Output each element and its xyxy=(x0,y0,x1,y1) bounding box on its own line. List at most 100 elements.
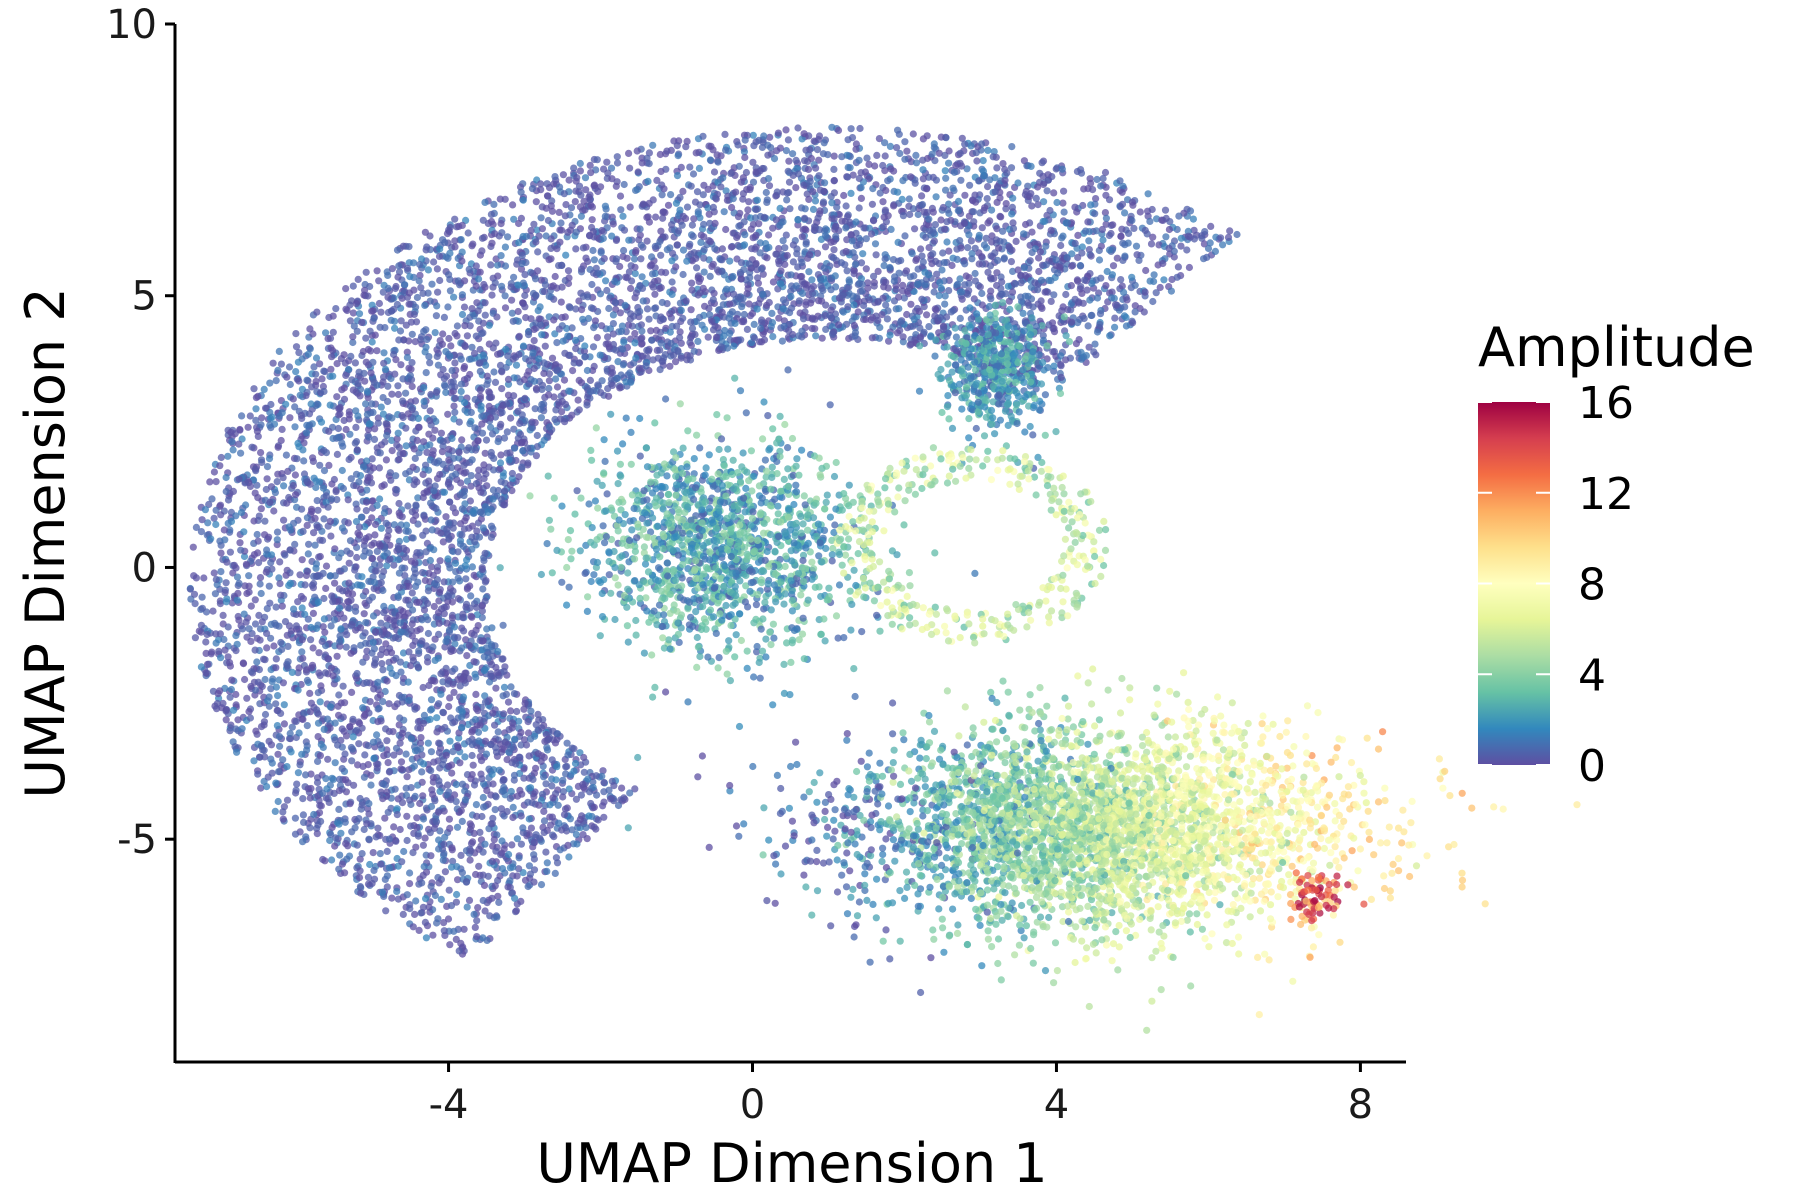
data-point xyxy=(1129,319,1137,327)
data-point xyxy=(894,238,902,246)
data-point xyxy=(695,164,704,172)
data-point xyxy=(631,270,639,278)
data-point xyxy=(487,414,495,422)
data-point xyxy=(356,867,364,875)
data-point xyxy=(473,812,481,820)
data-point xyxy=(517,741,525,749)
data-point xyxy=(406,869,414,877)
data-point xyxy=(929,208,937,216)
data-point xyxy=(1091,340,1099,348)
data-point xyxy=(426,359,434,367)
data-point xyxy=(458,221,466,229)
data-point xyxy=(686,163,694,171)
data-point xyxy=(350,644,358,652)
data-point xyxy=(353,446,361,454)
data-point xyxy=(498,408,506,416)
data-point xyxy=(210,569,218,577)
data-point xyxy=(317,682,325,690)
data-point xyxy=(317,418,326,426)
data-point xyxy=(1160,276,1168,284)
data-point xyxy=(740,310,748,319)
data-point xyxy=(765,182,774,190)
data-point xyxy=(260,746,268,754)
data-point xyxy=(200,574,208,582)
data-point xyxy=(508,841,516,849)
data-point xyxy=(398,564,406,572)
data-point xyxy=(565,274,573,282)
data-point xyxy=(840,191,848,200)
data-point xyxy=(961,260,969,268)
data-point xyxy=(518,251,526,259)
data-point xyxy=(586,788,594,796)
data-point xyxy=(905,202,913,210)
data-point xyxy=(396,825,404,834)
data-point xyxy=(598,377,606,385)
data-point xyxy=(335,805,343,814)
data-point xyxy=(1084,322,1092,330)
data-point xyxy=(515,473,523,481)
data-point xyxy=(705,304,713,313)
data-point xyxy=(349,715,357,723)
data-point xyxy=(668,257,676,265)
data-point xyxy=(598,226,606,235)
data-point xyxy=(978,289,986,298)
data-point xyxy=(344,604,352,612)
data-point xyxy=(458,505,466,513)
data-point xyxy=(464,229,472,237)
data-point xyxy=(611,298,619,307)
data-point xyxy=(1088,311,1096,319)
data-point xyxy=(406,880,414,888)
data-point xyxy=(340,384,348,392)
data-point xyxy=(509,813,517,822)
data-point xyxy=(216,597,224,605)
data-point xyxy=(479,793,487,802)
data-point xyxy=(1004,282,1012,290)
data-point xyxy=(278,645,286,654)
data-point xyxy=(1219,241,1227,249)
data-point xyxy=(412,843,420,851)
data-point xyxy=(637,321,646,329)
data-point xyxy=(494,350,502,358)
data-point xyxy=(458,257,466,265)
data-point xyxy=(879,198,887,206)
data-point xyxy=(1050,189,1058,197)
data-point xyxy=(374,414,382,422)
data-point xyxy=(367,781,375,789)
data-point xyxy=(711,219,719,227)
data-point xyxy=(584,775,592,783)
data-point xyxy=(879,294,887,302)
data-point xyxy=(1022,220,1030,229)
data-point xyxy=(589,246,597,255)
data-point xyxy=(430,758,438,766)
data-point xyxy=(572,245,580,253)
data-point xyxy=(448,761,456,769)
data-point xyxy=(970,295,978,303)
data-point xyxy=(658,298,666,307)
data-point xyxy=(614,801,623,810)
data-point xyxy=(440,919,448,927)
data-point xyxy=(722,225,730,234)
data-point xyxy=(458,644,466,652)
data-point xyxy=(1074,231,1082,239)
data-point xyxy=(413,598,421,606)
data-point xyxy=(469,240,477,248)
data-point xyxy=(378,660,386,668)
data-point xyxy=(222,707,230,715)
data-point xyxy=(422,343,430,351)
data-point xyxy=(279,756,287,764)
data-point xyxy=(548,756,556,764)
data-point xyxy=(231,430,239,438)
data-point xyxy=(941,167,949,175)
data-point xyxy=(1080,185,1088,193)
data-point xyxy=(299,527,307,536)
data-point xyxy=(971,269,979,278)
data-point xyxy=(765,231,773,239)
data-point xyxy=(1000,254,1009,262)
data-point xyxy=(535,716,543,724)
data-point xyxy=(242,560,250,568)
data-point xyxy=(894,188,902,196)
data-point xyxy=(631,339,639,347)
data-point xyxy=(534,307,542,315)
data-point xyxy=(330,475,338,484)
data-point xyxy=(387,649,396,657)
